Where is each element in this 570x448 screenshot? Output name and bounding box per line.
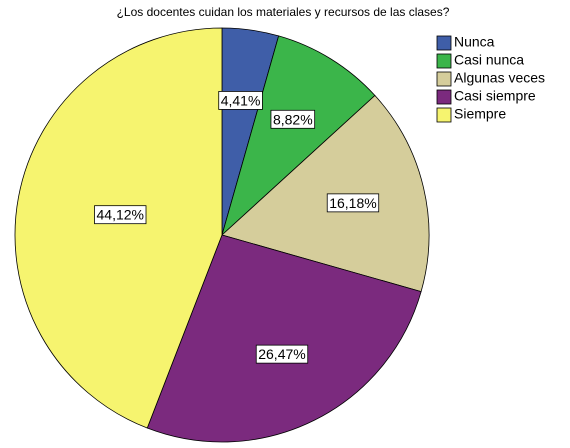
data-label: 26,47% — [258, 346, 305, 362]
label-box — [326, 193, 380, 213]
legend-swatch — [436, 71, 452, 87]
label-box — [94, 205, 147, 225]
label-box — [270, 109, 316, 129]
data-label: 4,41% — [221, 92, 261, 108]
legend-label: Nunca — [454, 34, 495, 50]
pie-slice — [146, 234, 422, 443]
label-box — [218, 91, 263, 110]
pie-slice — [221, 94, 430, 293]
data-label: 8,82% — [273, 111, 313, 127]
pie-slice — [221, 35, 376, 237]
data-label: 16,18% — [329, 195, 376, 211]
legend-label: Casi nunca — [454, 52, 524, 68]
legend-swatch — [436, 89, 452, 105]
legend-swatch — [436, 107, 452, 123]
data-label: 44,12% — [97, 207, 144, 223]
legend-label: Algunas veces — [454, 70, 545, 86]
pie-slice — [14, 27, 223, 429]
legend-label: Casi siempre — [454, 88, 536, 104]
legend-swatch — [436, 53, 452, 69]
legend-swatch — [436, 35, 452, 51]
chart-title: ¿Los docentes cuidan los materiales y re… — [117, 5, 450, 19]
label-box — [255, 344, 309, 364]
legend-label: Siempre — [454, 106, 506, 122]
